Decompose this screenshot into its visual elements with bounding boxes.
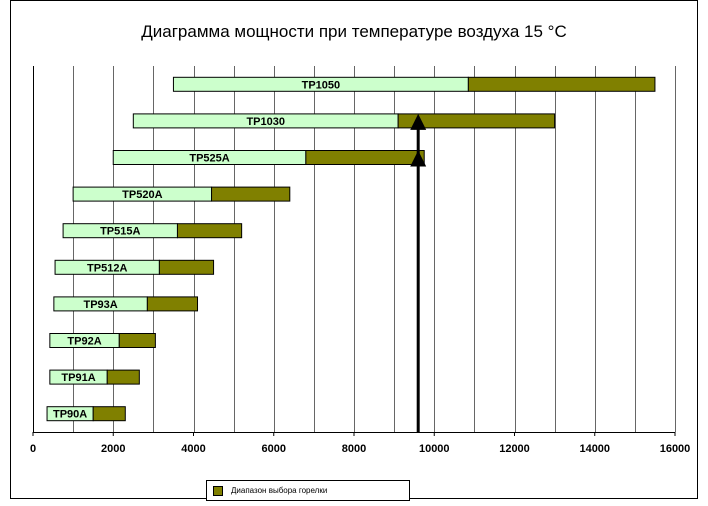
x-tick-label: 8000: [342, 443, 366, 455]
x-tick-label: 2000: [101, 443, 125, 455]
bar-segment-range: [158, 259, 215, 275]
x-tick-label: 4000: [181, 443, 205, 455]
bar-label: TP1030: [246, 116, 285, 128]
bar-segment-range: [146, 296, 199, 312]
bar-segment-range: [467, 76, 656, 92]
bar-label: TP515A: [100, 226, 140, 238]
legend-label: Диапазон выбора горелки: [231, 486, 328, 495]
bar-segment-range: [106, 369, 140, 385]
bar-label: TP90A: [53, 409, 87, 421]
x-tick-label: 10000: [419, 443, 450, 455]
bar-segment-range: [118, 333, 156, 348]
x-tick-label: 6000: [262, 443, 286, 455]
bar-segment-range: [305, 150, 425, 165]
bar-label: TP512A: [87, 262, 127, 274]
chart-title: Диаграмма мощности при температуре возду…: [141, 22, 567, 41]
x-tick-label: 16000: [660, 443, 691, 455]
x-tick-label: 12000: [499, 443, 530, 455]
bar-label: TP525A: [189, 153, 229, 165]
arrow-head: [410, 113, 427, 130]
bar-segment-range: [92, 406, 126, 422]
legend: Диапазон выбора горелки: [206, 480, 410, 501]
bar-label: TP520A: [122, 189, 162, 201]
arrow-head: [410, 150, 427, 167]
x-axis: 0 2000 4000 6000 8000 10000 12000 14000 16000: [30, 66, 690, 455]
bar-label: TP91A: [61, 372, 95, 384]
bar-segment-range: [176, 223, 243, 239]
bar-label: TP1050: [302, 79, 341, 91]
bar-segment-range: [211, 186, 291, 202]
x-tick-label: 14000: [579, 443, 610, 455]
legend-swatch: [213, 485, 223, 496]
bar-label: TP92A: [67, 336, 101, 348]
bar-segment-range: [397, 113, 556, 129]
bars: TP1050 TP1030 TP525A TP520A TP515A TP512A TP93…: [46, 76, 656, 422]
x-tick-label: 0: [30, 443, 36, 455]
bar-label: TP93A: [83, 299, 117, 311]
annotation-arrows: [410, 113, 427, 432]
